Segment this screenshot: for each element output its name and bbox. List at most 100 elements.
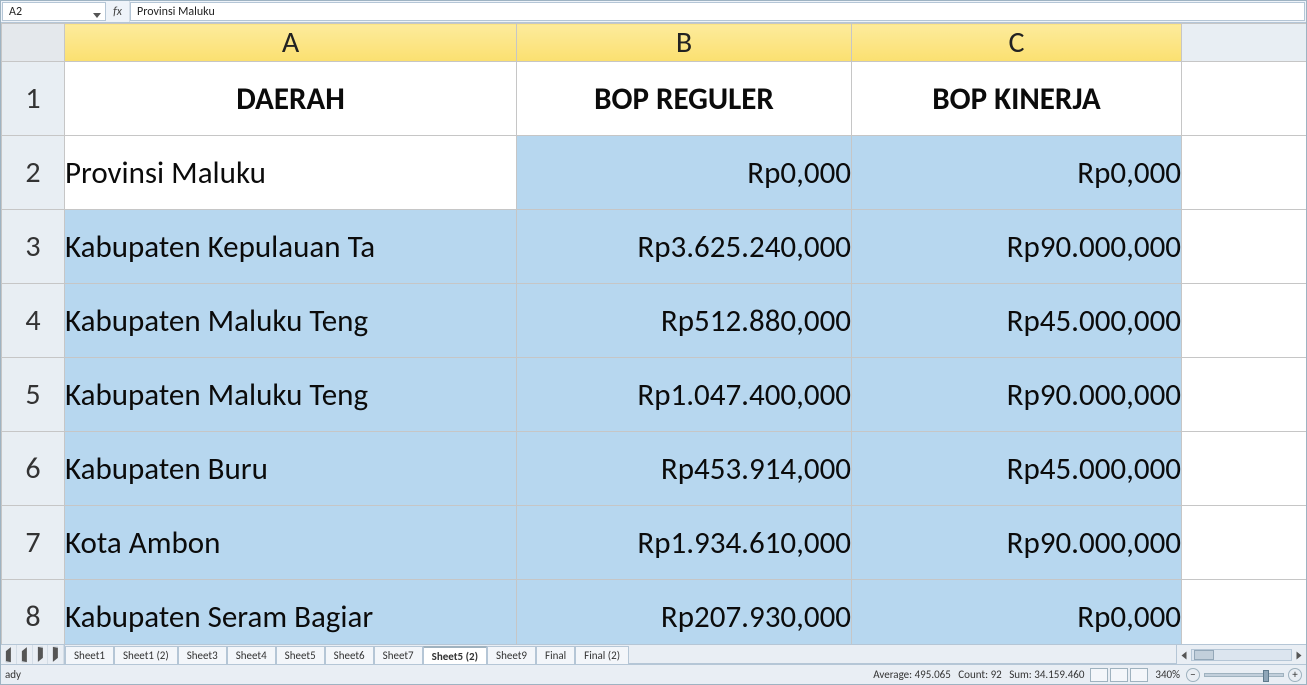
sheet-tab[interactable]: Sheet9 (487, 646, 536, 664)
row-head-1[interactable]: 1 (2, 62, 65, 136)
zoom-in-button[interactable]: + (1288, 668, 1302, 682)
sheet-tab[interactable]: Sheet6 (325, 646, 374, 664)
hscroll-track[interactable] (1191, 649, 1292, 661)
cell-bop-kinerja[interactable]: Rp90.000,000 (852, 358, 1182, 432)
zoom-slider[interactable] (1204, 673, 1284, 677)
view-normal-icon[interactable] (1090, 668, 1108, 682)
cell-text: Rp1.047.400,000 (637, 376, 851, 414)
status-count-label: Count: (958, 668, 988, 681)
sheet-tab[interactable]: Sheet5 (2) (423, 646, 487, 664)
table-row: 1 DAERAH BOP REGULER BOP KINERJA (2, 62, 1307, 136)
cell-bop-kinerja[interactable]: Rp90.000,000 (852, 210, 1182, 284)
sheet-tab[interactable]: Sheet3 (178, 646, 227, 664)
cell-empty[interactable] (1182, 62, 1307, 136)
cell-daerah[interactable]: Kabupaten Maluku Teng (65, 358, 517, 432)
cell-bop-reguler[interactable]: Rp207.930,000 (517, 580, 852, 645)
tab-nav-prev-icon[interactable] (17, 645, 33, 664)
cell-bop-kinerja[interactable]: Rp0,000 (852, 136, 1182, 210)
zoom-slider-knob[interactable] (1263, 670, 1269, 682)
tab-nav-first-icon[interactable] (1, 645, 17, 664)
col-label: A (282, 24, 299, 61)
view-page-break-icon[interactable] (1130, 668, 1148, 682)
name-box[interactable]: A2 (2, 2, 106, 21)
fx-icon[interactable]: fx (106, 1, 130, 22)
row-head[interactable]: 2 (2, 136, 65, 210)
cell-text: Kabupaten Maluku Teng (65, 376, 368, 414)
cell-bop-reguler[interactable]: Rp1.047.400,000 (517, 358, 852, 432)
horizontal-scrollbar[interactable] (1176, 645, 1306, 664)
cell-empty[interactable] (1182, 506, 1307, 580)
status-sum-label: Sum: (1009, 668, 1032, 681)
row-head[interactable]: 8 (2, 580, 65, 645)
cell-text: Rp0,000 (747, 154, 851, 192)
hscroll-right-icon[interactable] (1292, 648, 1306, 661)
cell-B1[interactable]: BOP REGULER (517, 62, 852, 136)
name-box-value: A2 (9, 5, 22, 19)
tab-nav-last-icon[interactable] (48, 645, 64, 664)
cell-empty[interactable] (1182, 210, 1307, 284)
status-average-label: Average: (873, 668, 912, 681)
formula-input[interactable]: Provinsi Maluku (130, 2, 1305, 21)
cell-text: Rp90.000,000 (1007, 376, 1181, 414)
select-all-corner[interactable] (2, 24, 65, 62)
cell-daerah[interactable]: Kota Ambon (65, 506, 517, 580)
sheet-tab[interactable]: Final (2) (575, 646, 629, 664)
col-head-B[interactable]: B (517, 24, 852, 62)
hscroll-thumb[interactable] (1194, 650, 1214, 660)
cell-empty[interactable] (1182, 432, 1307, 506)
name-box-dropdown-icon[interactable] (93, 8, 101, 16)
cell-bop-kinerja[interactable]: Rp45.000,000 (852, 284, 1182, 358)
cell-text: Rp453.914,000 (661, 450, 851, 488)
sheet-tabs-bar: Sheet1Sheet1 (2)Sheet3Sheet4Sheet5Sheet6… (1, 644, 1306, 664)
cell-empty[interactable] (1182, 358, 1307, 432)
cell-text: BOP KINERJA (932, 80, 1100, 118)
col-head-next[interactable] (1182, 24, 1307, 62)
hscroll-left-icon[interactable] (1177, 648, 1191, 661)
sheet-tab[interactable]: Sheet1 (65, 646, 114, 664)
cell-bop-kinerja[interactable]: Rp0,000 (852, 580, 1182, 645)
cell-bop-kinerja[interactable]: Rp45.000,000 (852, 432, 1182, 506)
row-head[interactable]: 5 (2, 358, 65, 432)
cell-daerah[interactable]: Kabupaten Maluku Teng (65, 284, 517, 358)
table-row: 5Kabupaten Maluku Teng Rp1.047.400,000 Rp9… (2, 358, 1307, 432)
row-num: 7 (25, 524, 40, 561)
cell-daerah[interactable]: Kabupaten Buru (65, 432, 517, 506)
cell-text: Kabupaten Buru (65, 450, 268, 488)
row-num: 4 (25, 302, 40, 339)
sheet-tab[interactable]: Sheet1 (2) (114, 646, 178, 664)
cell-bop-reguler[interactable]: Rp453.914,000 (517, 432, 852, 506)
row-head[interactable]: 6 (2, 432, 65, 506)
cell-daerah[interactable]: Kabupaten Seram Bagiar (65, 580, 517, 645)
col-head-A[interactable]: A (65, 24, 517, 62)
cell-empty[interactable] (1182, 136, 1307, 210)
cell-empty[interactable] (1182, 284, 1307, 358)
sheet-tab[interactable]: Sheet7 (374, 646, 423, 664)
cell-empty[interactable] (1182, 580, 1307, 645)
cell-bop-reguler[interactable]: Rp512.880,000 (517, 284, 852, 358)
cell-daerah[interactable]: Provinsi Maluku (65, 136, 517, 210)
col-head-C[interactable]: C (852, 24, 1182, 62)
formula-bar: A2 fx Provinsi Maluku (1, 1, 1306, 23)
view-page-layout-icon[interactable] (1110, 668, 1128, 682)
cell-bop-reguler[interactable]: Rp3.625.240,000 (517, 210, 852, 284)
sheet-tab[interactable]: Sheet4 (227, 646, 276, 664)
tab-nav-next-icon[interactable] (33, 645, 49, 664)
row-head[interactable]: 7 (2, 506, 65, 580)
sheet-tab[interactable]: Final (536, 646, 575, 664)
cell-bop-reguler[interactable]: Rp0,000 (517, 136, 852, 210)
zoom-value[interactable]: 340% (1155, 668, 1180, 681)
cell-bop-reguler[interactable]: Rp1.934.610,000 (517, 506, 852, 580)
cell-bop-kinerja[interactable]: Rp90.000,000 (852, 506, 1182, 580)
zoom-out-button[interactable]: − (1186, 668, 1200, 682)
row-num: 3 (25, 228, 40, 265)
sheet-tab[interactable]: Sheet5 (276, 646, 325, 664)
row-head[interactable]: 4 (2, 284, 65, 358)
row-num: 2 (25, 154, 40, 191)
grid: A B C 1 DAERAH BOP REGULER BOP KINERJA 2… (1, 23, 1306, 644)
cell-C1[interactable]: BOP KINERJA (852, 62, 1182, 136)
cell-text: Rp512.880,000 (661, 302, 851, 340)
row-head[interactable]: 3 (2, 210, 65, 284)
cell-daerah[interactable]: Kabupaten Kepulauan Ta (65, 210, 517, 284)
cell-A1[interactable]: DAERAH (65, 62, 517, 136)
table-row: 4 Kabupaten Maluku Teng Rp512.880,000Rp45.… (2, 284, 1307, 358)
